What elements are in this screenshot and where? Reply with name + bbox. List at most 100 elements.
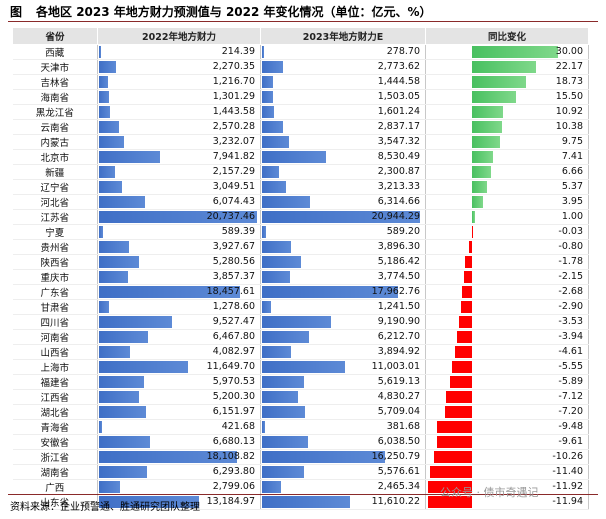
data-bar [99, 496, 200, 508]
change-cell: 10.38 [425, 119, 589, 135]
value: 589.20 [386, 226, 420, 237]
column-header: 省份 [12, 27, 98, 45]
data-bar [465, 256, 472, 268]
value: 6,212.70 [377, 331, 420, 342]
province: 宁夏 [12, 224, 98, 240]
row: 上海市 11,649.70 11,003.01 -5.55 [12, 359, 589, 375]
data-bar [472, 151, 494, 163]
data-bar [262, 286, 398, 298]
value: -10.26 [552, 451, 583, 462]
row: 甘肃省 1,278.60 1,241.50 -2.90 [12, 299, 589, 315]
change-cell: 3.95 [425, 194, 589, 210]
row: 贵州省 3,927.67 3,896.30 -0.80 [12, 239, 589, 255]
data-bar [99, 256, 140, 268]
data-bar [262, 406, 306, 418]
value: -11.94 [552, 496, 583, 507]
value-cell: 589.39 [97, 224, 261, 240]
data-bar [472, 76, 526, 88]
province: 上海市 [12, 359, 98, 375]
province: 河北省 [12, 194, 98, 210]
value: -7.20 [558, 406, 583, 417]
data-bar [99, 121, 119, 133]
row: 天津市 2,270.35 2,773.62 22.17 [12, 59, 589, 75]
value-cell: 5,200.30 [97, 389, 261, 405]
value-cell: 5,186.42 [260, 254, 426, 270]
data-bar [461, 301, 472, 313]
value: 2,300.87 [377, 166, 420, 177]
value: 5.37 [561, 181, 583, 192]
data-bar [262, 361, 345, 373]
data-bar [262, 451, 385, 463]
value-cell: 9,527.47 [97, 314, 261, 330]
value: 421.68 [221, 421, 255, 432]
row: 北京市 7,941.82 8,530.49 7.41 [12, 149, 589, 165]
province: 安徽省 [12, 434, 98, 450]
value: 5,970.53 [212, 376, 255, 387]
province: 新疆 [12, 164, 98, 180]
data-bar [464, 271, 472, 283]
value: 15.50 [555, 91, 583, 102]
table: 省份 2022年地方财力 2023年地方财力E 同比变化 西藏 214.39 278.70… [12, 27, 589, 510]
value-cell: 3,927.67 [97, 239, 261, 255]
data-bar [262, 331, 309, 343]
province: 海南省 [12, 89, 98, 105]
province: 天津市 [12, 59, 98, 75]
value: -9.61 [558, 436, 583, 447]
value: 18,108.82 [206, 451, 255, 462]
value: 3,894.92 [377, 346, 420, 357]
value: 1,503.05 [377, 91, 420, 102]
row: 重庆市 3,857.37 3,774.50 -2.15 [12, 269, 589, 285]
value-cell: 6,293.80 [97, 464, 261, 480]
value: 7,941.82 [212, 151, 255, 162]
data-bar [99, 136, 124, 148]
data-bar [99, 361, 188, 373]
value: -3.94 [558, 331, 583, 342]
change-cell: -1.78 [425, 254, 589, 270]
data-bar [262, 76, 273, 88]
value: -5.55 [558, 361, 583, 372]
value: 6,151.97 [212, 406, 255, 417]
rule [8, 494, 598, 495]
value: 381.68 [386, 421, 420, 432]
province: 吉林省 [12, 74, 98, 90]
value: 6.66 [561, 166, 583, 177]
value: -11.40 [552, 466, 583, 477]
value-cell: 1,216.70 [97, 74, 261, 90]
data-bar [99, 61, 117, 73]
province: 广西 [12, 479, 98, 495]
value: 3,232.07 [212, 136, 255, 147]
value: -2.90 [558, 301, 583, 312]
data-bar [262, 226, 267, 238]
value: 9,190.90 [377, 316, 420, 327]
value-cell: 5,576.61 [260, 464, 426, 480]
value: 3,774.50 [377, 271, 420, 282]
change-cell: 15.50 [425, 89, 589, 105]
value-cell: 2,837.17 [260, 119, 426, 135]
value: 11,649.70 [206, 361, 255, 372]
data-bar [262, 256, 302, 268]
data-bar [262, 316, 332, 328]
change-cell: -5.89 [425, 374, 589, 390]
value-cell: 20,737.46 [97, 209, 261, 225]
data-bar [451, 361, 472, 373]
value: 9,527.47 [212, 316, 255, 327]
value-cell: 3,213.33 [260, 179, 426, 195]
value-cell: 278.70 [260, 44, 426, 60]
value: 1,216.70 [212, 76, 255, 87]
value: 7.41 [561, 151, 583, 162]
data-bar [99, 406, 146, 418]
row: 黑龙江省 1,443.58 1,601.24 10.92 [12, 104, 589, 120]
value-cell: 3,894.92 [260, 344, 426, 360]
value: 2,799.06 [212, 481, 255, 492]
data-bar [99, 46, 101, 58]
data-bar [99, 241, 129, 253]
value-cell: 7,941.82 [97, 149, 261, 165]
value: 1,444.58 [377, 76, 420, 87]
data-bar [262, 61, 283, 73]
value: 10.38 [555, 121, 583, 132]
value-cell: 6,038.50 [260, 434, 426, 450]
value: 5,576.61 [377, 466, 420, 477]
change-cell: -10.26 [425, 449, 589, 465]
value-cell: 2,157.29 [97, 164, 261, 180]
